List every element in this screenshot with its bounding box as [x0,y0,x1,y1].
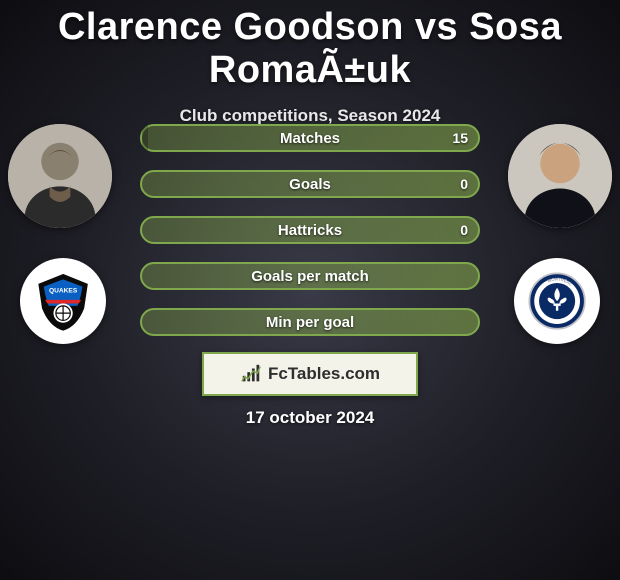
brand-text: FcTables.com [268,364,380,384]
svg-text:QUAKES: QUAKES [49,288,78,295]
team-left-logo: QUAKES [20,258,106,344]
impact-montreal-crest-icon: MONTRÉAL [527,271,587,331]
stat-row-goals-per-match: Goals per match [140,262,480,290]
brand-box: FcTables.com [202,352,418,396]
stat-row-min-per-goal: Min per goal [140,308,480,336]
avatar-silhouette-icon [508,124,612,228]
avatar-silhouette-icon [8,124,112,228]
stat-row-matches: Matches 15 [140,124,480,152]
stat-label: Hattricks [278,222,342,239]
comparison-subtitle: Club competitions, Season 2024 [0,106,620,126]
date-line: 17 october 2024 [0,408,620,428]
stat-row-hattricks: Hattricks 0 [140,216,480,244]
stat-label: Goals [289,176,331,193]
stat-row-goals: Goals 0 [140,170,480,198]
quakes-crest-icon: QUAKES [33,271,93,331]
stat-label: Goals per match [251,268,369,285]
comparison-title: Clarence Goodson vs Sosa RomaÃ±uk [0,0,620,92]
stat-value-right: 15 [452,130,468,146]
player-right-photo [508,124,612,228]
stat-rows: Matches 15 Goals 0 Hattricks 0 Goals per… [140,124,480,354]
stat-label: Min per goal [266,314,354,331]
stat-value-right: 0 [460,222,468,238]
stat-value-right: 0 [460,176,468,192]
stat-label: Matches [280,130,340,147]
player-left-photo [8,124,112,228]
team-right-logo: MONTRÉAL [514,258,600,344]
bar-chart-icon [240,363,262,385]
